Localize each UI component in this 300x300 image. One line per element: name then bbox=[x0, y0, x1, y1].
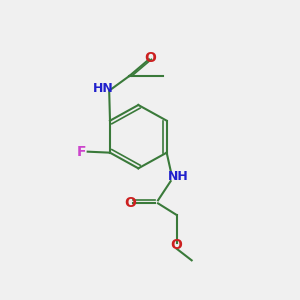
Text: NH: NH bbox=[168, 170, 188, 183]
Text: O: O bbox=[124, 196, 136, 210]
Text: O: O bbox=[171, 238, 183, 252]
Text: F: F bbox=[77, 145, 86, 159]
Text: O: O bbox=[145, 51, 156, 65]
Text: HN: HN bbox=[93, 82, 113, 95]
